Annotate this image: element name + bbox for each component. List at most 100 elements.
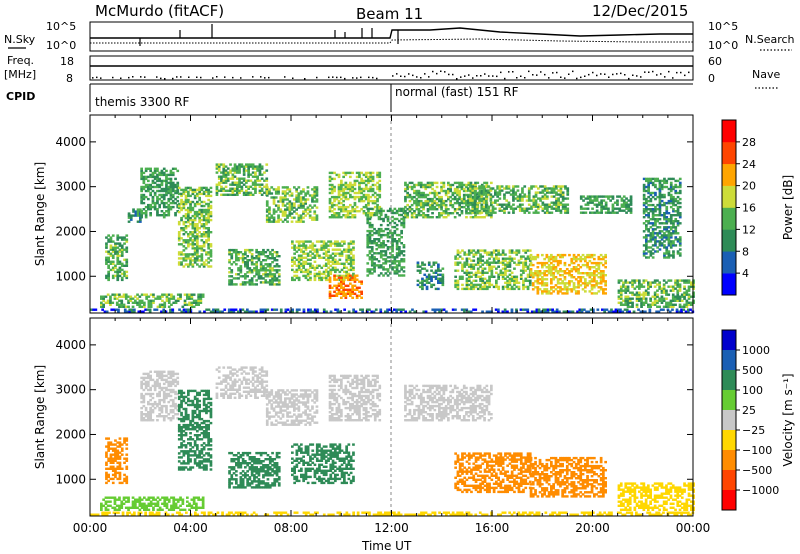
power-cell bbox=[665, 256, 669, 259]
power-cell bbox=[246, 271, 249, 274]
power-cell bbox=[471, 187, 475, 190]
power-cell bbox=[187, 200, 190, 204]
power-cell bbox=[346, 191, 350, 195]
power-cell bbox=[376, 205, 379, 209]
power-cell bbox=[499, 273, 503, 276]
power-cell bbox=[424, 185, 428, 189]
power-cell bbox=[352, 262, 355, 265]
power-cell bbox=[338, 242, 342, 245]
power-cell bbox=[187, 243, 190, 246]
power-cell bbox=[238, 171, 241, 174]
power-cell bbox=[364, 193, 368, 197]
nave-dot bbox=[636, 75, 638, 77]
power-cell bbox=[465, 199, 468, 203]
power-cell bbox=[432, 275, 436, 278]
power-cell bbox=[259, 267, 263, 270]
power-cell bbox=[116, 260, 120, 263]
power-cell bbox=[153, 193, 157, 197]
power-cell bbox=[239, 251, 243, 254]
power-cell bbox=[304, 274, 308, 278]
power-cell bbox=[136, 293, 139, 296]
power-cell bbox=[240, 181, 244, 184]
power-cell bbox=[395, 246, 399, 249]
power-cell bbox=[222, 181, 226, 184]
power-cell bbox=[437, 281, 440, 284]
power-cell bbox=[674, 303, 677, 306]
power-cell bbox=[149, 205, 152, 209]
power-cell bbox=[187, 214, 190, 218]
power-cell bbox=[497, 275, 500, 278]
power-cell bbox=[105, 260, 108, 263]
power-cell bbox=[105, 236, 108, 239]
power-cell bbox=[451, 203, 455, 207]
power-cell bbox=[647, 191, 650, 195]
power-cell bbox=[102, 295, 105, 298]
power-cell bbox=[453, 197, 457, 201]
power-cell bbox=[344, 294, 348, 297]
power-cell bbox=[277, 208, 280, 211]
power-cell bbox=[153, 191, 157, 195]
power-cell bbox=[306, 270, 310, 274]
power-cell bbox=[413, 199, 416, 203]
power-cell bbox=[337, 191, 341, 195]
power-cell bbox=[142, 179, 146, 183]
nave-dot bbox=[144, 76, 146, 78]
nave-dot bbox=[604, 73, 606, 75]
power-cell bbox=[162, 195, 166, 199]
power-cell bbox=[165, 201, 168, 205]
power-cell bbox=[654, 250, 657, 253]
power-cell bbox=[440, 187, 443, 191]
power-cell bbox=[116, 256, 120, 259]
power-cell bbox=[347, 242, 351, 245]
power-cell bbox=[451, 183, 455, 187]
power-cell bbox=[510, 257, 514, 260]
power-cell bbox=[586, 207, 590, 210]
power-cell bbox=[177, 186, 181, 190]
power-cell bbox=[379, 246, 383, 249]
power-cell bbox=[490, 255, 494, 258]
power-cell bbox=[488, 283, 491, 287]
power-cell bbox=[640, 305, 643, 308]
power-cell bbox=[559, 195, 563, 198]
power-cell bbox=[649, 240, 653, 243]
power-cell bbox=[559, 288, 562, 291]
power-cell bbox=[651, 208, 655, 211]
power-cell bbox=[645, 234, 648, 237]
power-cell bbox=[584, 272, 587, 275]
power-cell bbox=[458, 251, 462, 254]
power-cell bbox=[430, 283, 433, 287]
power-cell bbox=[251, 183, 255, 186]
power-cell bbox=[266, 255, 270, 258]
power-cell bbox=[311, 256, 315, 259]
power-cell bbox=[586, 274, 589, 277]
power-cell bbox=[170, 293, 173, 296]
power-cell bbox=[473, 207, 477, 210]
power-cell bbox=[462, 193, 466, 197]
power-cell bbox=[476, 203, 480, 207]
power-cell bbox=[541, 261, 544, 265]
power-cell bbox=[180, 208, 183, 212]
power-cell bbox=[156, 173, 159, 177]
power-cell bbox=[198, 196, 201, 200]
power-cell bbox=[521, 209, 524, 212]
nave-dot bbox=[440, 70, 442, 72]
power-cell bbox=[371, 201, 375, 205]
power-cell bbox=[259, 277, 263, 280]
power-cell bbox=[531, 272, 535, 275]
power-cell bbox=[458, 205, 461, 209]
power-cell bbox=[460, 181, 464, 185]
power-cell bbox=[116, 262, 120, 265]
power-cell bbox=[370, 258, 374, 261]
power-cell bbox=[345, 270, 348, 274]
power-cell bbox=[196, 259, 199, 262]
nave-dot bbox=[672, 77, 674, 79]
power-cell bbox=[638, 299, 641, 302]
power-cell bbox=[438, 191, 441, 195]
power-cell bbox=[333, 276, 336, 279]
power-cell bbox=[169, 171, 173, 175]
power-cell bbox=[591, 195, 594, 198]
power-cell bbox=[653, 293, 657, 296]
power-cell bbox=[258, 185, 262, 188]
power-cell bbox=[526, 287, 530, 291]
power-cell bbox=[200, 188, 204, 192]
